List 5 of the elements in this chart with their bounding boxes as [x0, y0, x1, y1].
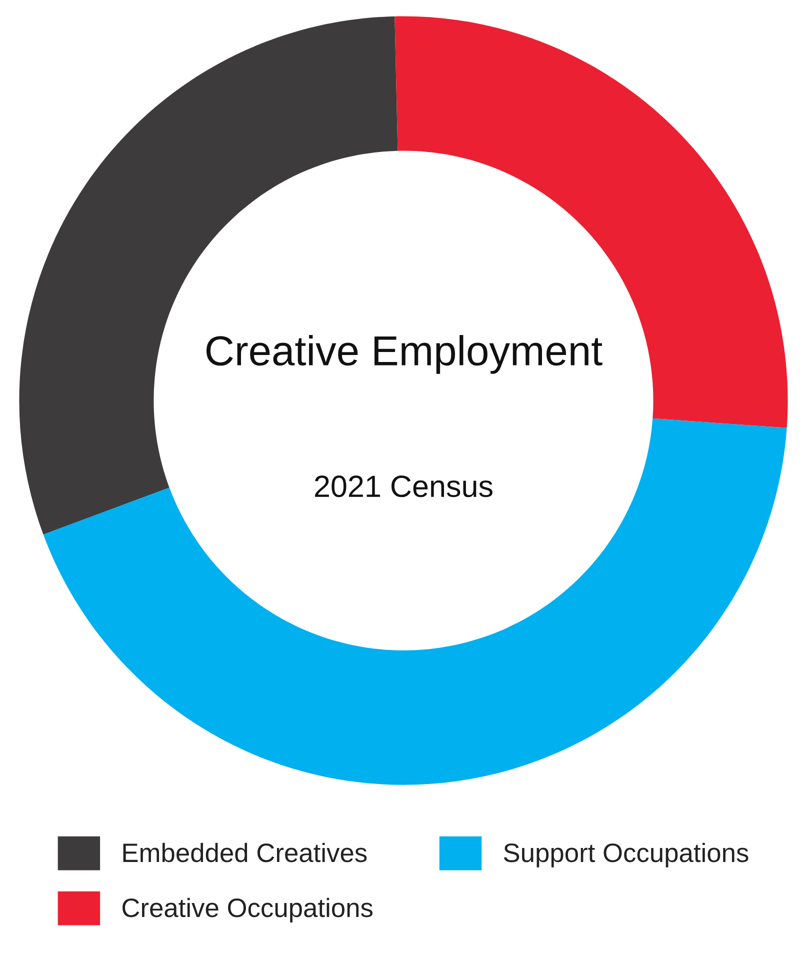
- legend-label: Embedded Creatives: [123, 842, 367, 862]
- text: Creative Employment: [206, 335, 602, 374]
- legend-label: Support Occupations: [504, 842, 748, 868]
- legend-label: Creative Occupations: [122, 898, 372, 922]
- text: 2021 Census: [315, 476, 492, 498]
